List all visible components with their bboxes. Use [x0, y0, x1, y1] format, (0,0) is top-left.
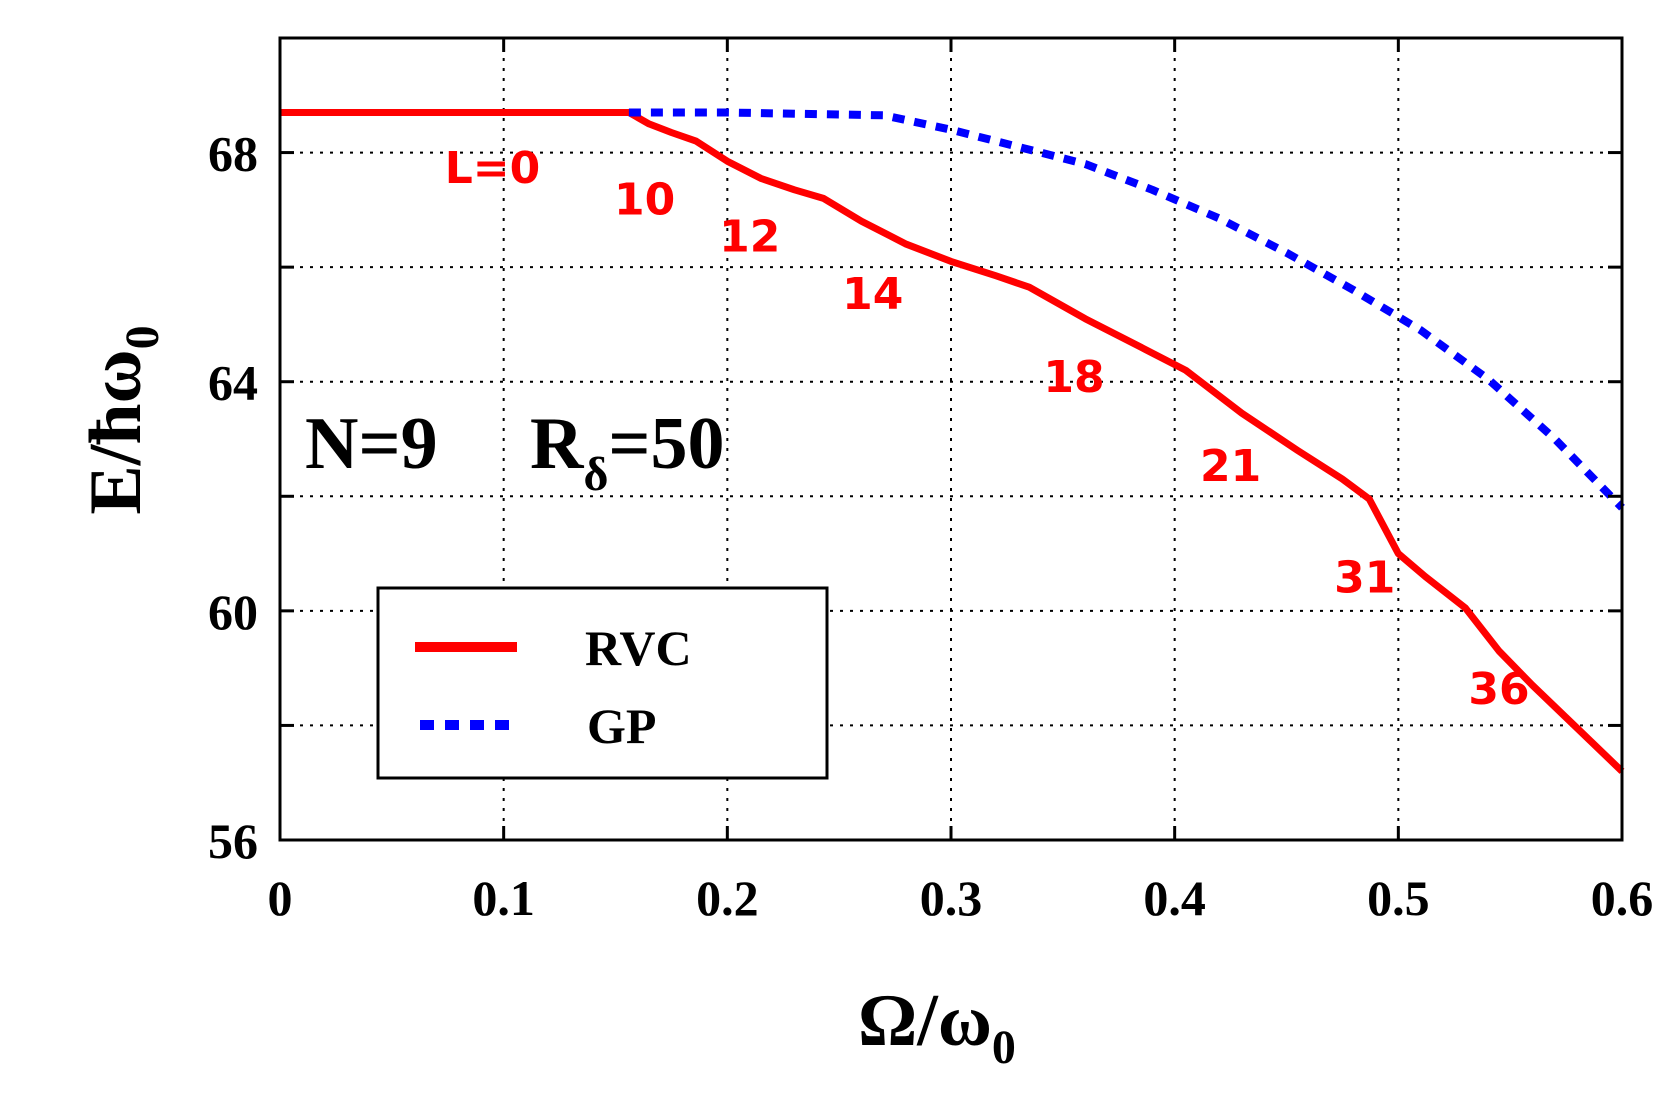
x-tick-label: 0.2 [696, 870, 759, 926]
info-r-label: Rδ=50 [530, 403, 725, 501]
legend: RVC GP [376, 586, 829, 780]
annotation-label: 12 [719, 212, 780, 263]
y-axis-title-subscript: 0 [116, 325, 169, 349]
info-n-label: N=9 [305, 403, 438, 485]
x-axis-title: Ω/ω0 [858, 980, 1016, 1074]
y-axis-title: E/ħω0 [75, 325, 169, 514]
annotation-label: 21 [1200, 441, 1261, 492]
series-lines [280, 108, 1625, 774]
annotation-label: 31 [1334, 552, 1395, 603]
legend-label-gp: GP [587, 698, 656, 754]
y-tick-label: 64 [208, 355, 258, 411]
y-tick-label: 60 [208, 584, 258, 640]
y-axis-title-main: E/ħω [75, 349, 157, 514]
x-tick-label: 0.6 [1591, 870, 1654, 926]
grid-lines [280, 38, 1622, 840]
legend-box [376, 586, 829, 780]
legend-label-rvc: RVC [585, 620, 692, 676]
x-tick-label: 0.1 [472, 870, 535, 926]
x-axis-title-main: Ω/ω [858, 980, 992, 1062]
series-line-rvc [280, 109, 1625, 774]
x-tick-label: 0.4 [1143, 870, 1206, 926]
annotation-label: L=0 [445, 143, 541, 194]
info-r-symbol: R [530, 403, 585, 485]
annotation-label: 14 [842, 269, 903, 320]
annotation-label: 36 [1468, 664, 1529, 715]
axis-ticks: 0 0.1 0.2 0.3 0.4 0.5 0.6 56 60 64 68 [208, 36, 1654, 926]
x-axis-title-subscript: 0 [992, 1021, 1016, 1074]
annotation-label: 18 [1043, 352, 1104, 403]
y-tick-label: 68 [208, 126, 258, 182]
x-tick-label: 0.5 [1367, 870, 1430, 926]
info-r-value: =50 [608, 403, 724, 485]
series-line-gp [628, 108, 1625, 511]
y-tick-label: 56 [208, 813, 258, 869]
info-r-subscript: δ [583, 448, 608, 501]
annotation-label: 10 [614, 174, 675, 225]
x-tick-label: 0 [268, 870, 293, 926]
annotations: L=0 10 12 14 18 21 31 36 [445, 143, 1530, 715]
x-tick-label: 0.3 [920, 870, 983, 926]
